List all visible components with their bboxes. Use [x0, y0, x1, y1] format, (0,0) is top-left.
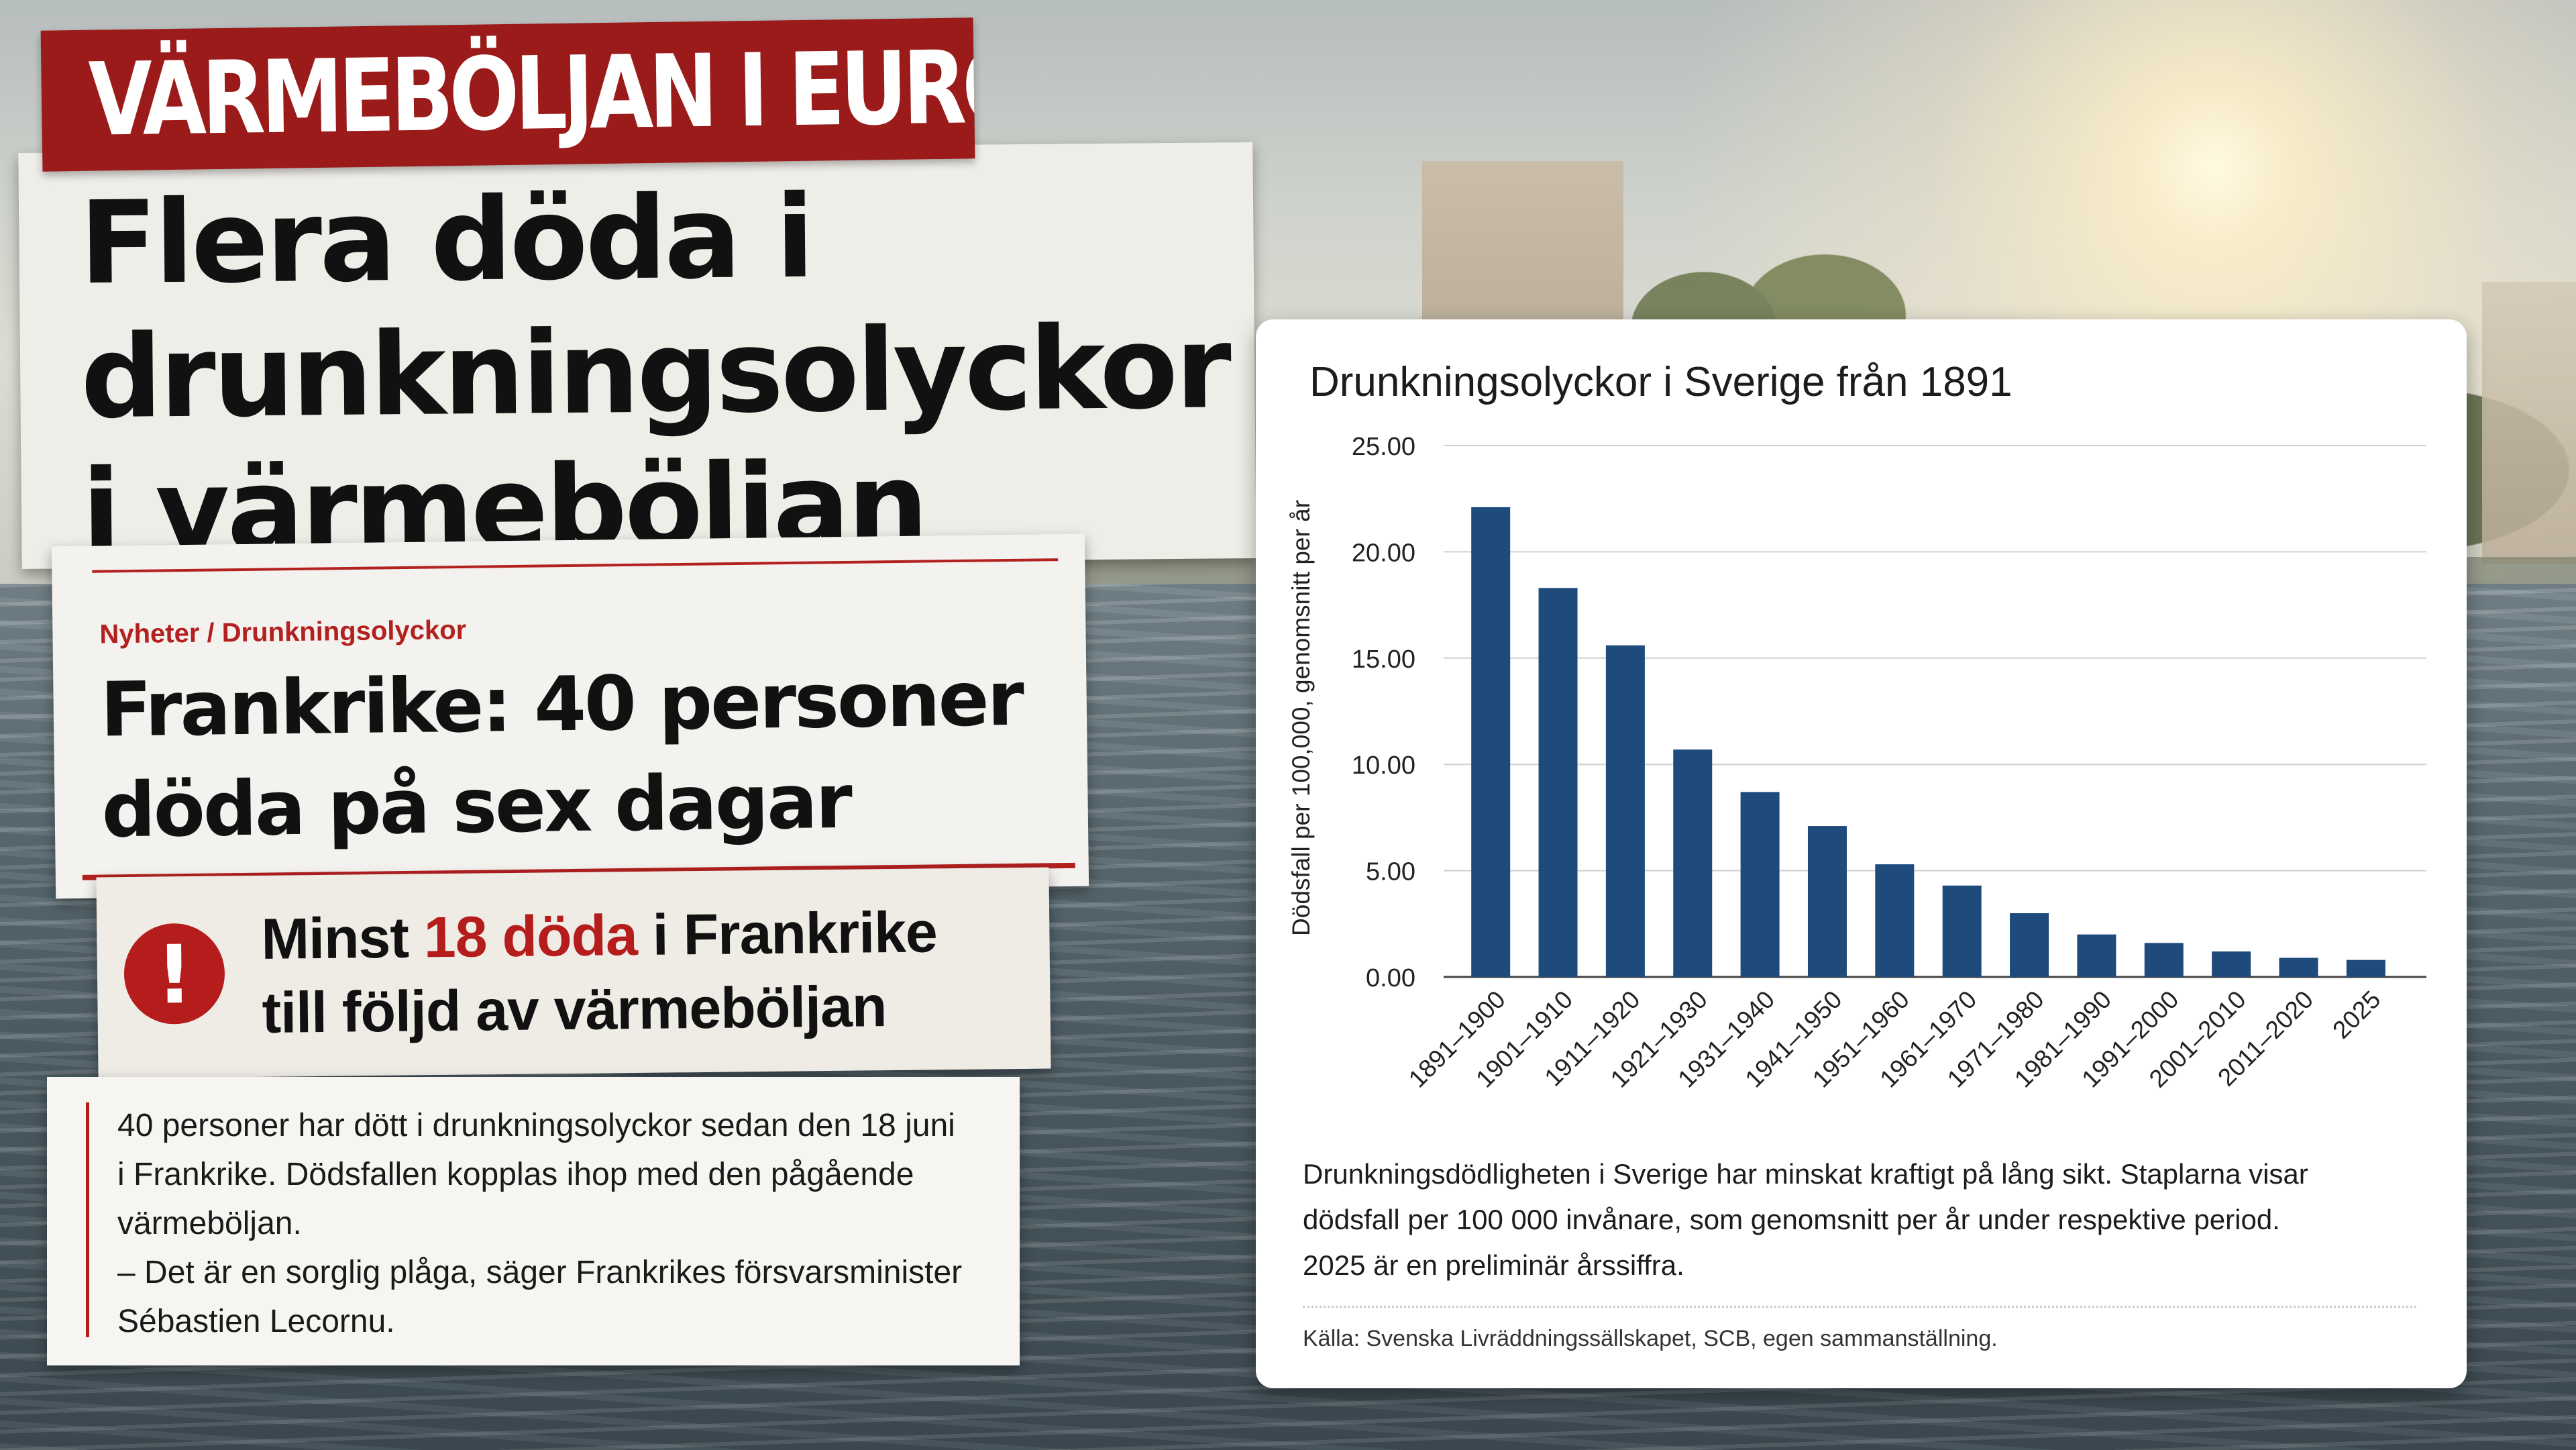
bar	[1471, 507, 1511, 977]
y-tick-label: 10.00	[1352, 752, 1415, 780]
alert-highlight: 18 döda	[423, 903, 638, 970]
body-line: värmeböljan.	[117, 1206, 302, 1241]
news-title-line: döda på sex dagar	[101, 758, 851, 855]
body-text: 40 personer har dött i drunkningsolyckor…	[117, 1101, 1010, 1346]
y-tick-label: 15.00	[1352, 645, 1415, 674]
quote-bar	[86, 1102, 89, 1337]
alert-line-1: Minst 18 döda i Frankrike	[261, 895, 937, 976]
building	[1422, 161, 1623, 335]
headline-line: Flera döda i	[78, 170, 813, 311]
bar	[1605, 645, 1645, 977]
headline-line: drunkningsolyckor	[80, 301, 1230, 445]
bar	[2077, 934, 2116, 977]
alert-pre: Minst	[260, 905, 425, 972]
news-paper: Nyheter / Drunkningsolyckor Frankrike: 4…	[51, 533, 1089, 899]
bar	[2144, 943, 2184, 977]
y-tick-label: 5.00	[1366, 858, 1415, 886]
body-line: i Frankrike. Dödsfallen kopplas ihop med…	[117, 1157, 914, 1192]
bar	[1673, 749, 1713, 977]
chart-card: Drunkningsolyckor i Sverige från 1891 0.…	[1256, 319, 2467, 1388]
bar	[2010, 913, 2049, 977]
divider	[92, 558, 1059, 573]
bar	[2279, 957, 2318, 977]
section-tag-label: VÄRMEBÖLJAN I EUROPA	[87, 27, 975, 159]
headline: Flera döda i drunkningsolyckor i värmebö…	[79, 166, 1231, 569]
body-line: Sébastien Lecornu.	[117, 1304, 395, 1339]
alert-post: i Frankrike	[637, 900, 938, 968]
alert-paper: ! Minst 18 döda i Frankrike till följd a…	[96, 867, 1051, 1079]
y-tick-label: 0.00	[1366, 964, 1415, 992]
news-title-line: Frankrike: 40 personer	[100, 655, 1023, 754]
bar	[1807, 826, 1847, 977]
divider	[1303, 1306, 2416, 1308]
source-note: Källa: Svenska Livräddningssällskapet, S…	[1303, 1326, 1998, 1351]
caption-line: Drunkningsdödligheten i Sverige har mins…	[1303, 1158, 2308, 1190]
caption-line: 2025 är en preliminär årssiffra.	[1303, 1249, 1684, 1281]
bar	[2212, 951, 2251, 977]
y-axis-label: Dödsfall per 100,000, genomsnitt per år	[1287, 500, 1315, 936]
bar	[1740, 792, 1780, 977]
y-tick-label: 20.00	[1352, 539, 1415, 567]
bar-chart: 0.00 5.00 10.00 15.00 20.00 25.00 Dödsfall per…	[1287, 433, 2426, 1093]
alert-text: Minst 18 döda i Frankrike till följd av …	[261, 895, 938, 1050]
body-paper: 40 personer har dött i drunkningsolyckor…	[47, 1077, 1020, 1365]
y-tick-label: 25.00	[1352, 433, 1415, 461]
exclamation-icon: !	[123, 923, 225, 1025]
x-tick-label: 2025	[2327, 986, 2385, 1044]
chart-caption: Drunkningsdödligheten i Sverige har mins…	[1303, 1151, 2430, 1288]
headline-paper: Flera döda i drunkningsolyckor i värmebö…	[18, 142, 1256, 570]
bar	[1875, 864, 1915, 977]
body-line: 40 personer har dött i drunkningsolyckor…	[117, 1108, 955, 1143]
news-title: Frankrike: 40 personer döda på sex dagar	[100, 649, 1024, 862]
alert-line-2: till följd av värmeböljan	[262, 974, 887, 1045]
breadcrumb[interactable]: Nyheter / Drunkningsolyckor	[99, 615, 467, 650]
building	[2482, 282, 2576, 564]
chart-title: Drunkningsolyckor i Sverige från 1891	[1309, 359, 2012, 405]
bar	[1942, 885, 1982, 977]
exclamation-glyph: !	[155, 928, 194, 1023]
body-line: – Det är en sorglig plåga, säger Frankri…	[117, 1255, 963, 1290]
bar	[1538, 588, 1578, 977]
bar	[2346, 960, 2385, 977]
caption-line: dödsfall per 100 000 invånare, som genom…	[1303, 1204, 2280, 1235]
section-tag: VÄRMEBÖLJAN I EUROPA	[40, 17, 975, 172]
